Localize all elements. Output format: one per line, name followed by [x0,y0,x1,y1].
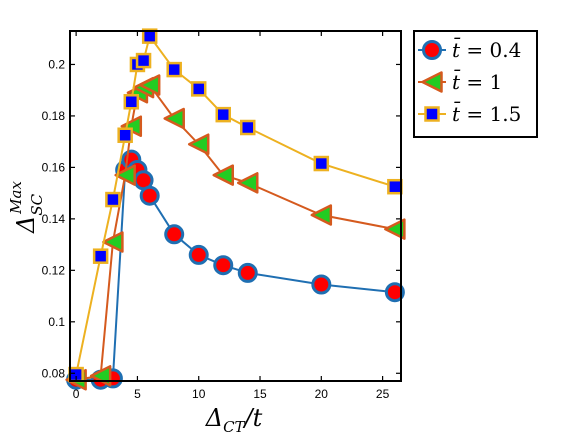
data-point [123,94,140,110]
data-point [117,127,133,143]
data-point [387,178,403,195]
y-tick-label: 0.12 [42,263,66,277]
data-point [141,28,158,44]
data-point [384,282,405,303]
x-tick-label: 20 [315,387,329,401]
data-point [313,155,330,172]
legend-item-2: t̄ = 1 [418,69,502,94]
y-tick-label: 0.1 [48,315,65,329]
series-1 [66,149,405,390]
series-3 [68,28,403,383]
x-tick-label: 5 [134,387,141,401]
y-tick-label: 0.08 [42,366,66,380]
data-point [213,255,234,276]
plot-frame [69,30,402,382]
legend-label: t̄ = 1 [452,69,502,94]
data-point [135,52,152,69]
data-point [212,164,234,186]
y-tick-label: 0.14 [42,212,66,226]
data-point [187,133,210,155]
data-point [102,231,124,253]
y-axis-label: ΔSCMax [7,181,46,234]
data-point [215,106,231,123]
x-tick-label: 10 [192,387,206,401]
data-point [237,262,258,283]
data-point [240,119,256,136]
data-point [237,172,259,194]
legend: t̄ = 0.4 t̄ = 1 t̄ = 1.5 [413,30,538,138]
series-line [76,157,395,381]
legend-marker [421,71,443,93]
legend-label: t̄ = 1.5 [452,101,521,126]
legend-label: t̄ = 0.4 [452,37,521,62]
legend-marker [424,106,440,122]
data-point [163,107,185,130]
data-point [114,164,136,186]
data-point [166,61,182,78]
legend-marker [422,40,442,60]
data-point [311,274,332,295]
x-axis-label: ΔCT/t [205,404,263,436]
data-point [190,81,207,97]
data-point [139,185,160,206]
series-2 [65,74,406,391]
axis-ticks: 0 5 10 15 20 25 0.08 0.1 0.12 0.14 0.16 0.18 0.2 [42,31,401,401]
legend-item-3: t̄ = 1.5 [418,101,521,126]
data-point [138,74,161,96]
y-tick-label: 0.16 [42,160,66,174]
y-tick-label: 0.2 [48,57,65,71]
series-layer [65,28,406,391]
data-point [164,224,185,245]
data-point [188,244,209,265]
data-point [105,191,121,208]
x-tick-label: 25 [376,387,390,401]
y-tick-label: 0.18 [42,109,66,123]
data-point [384,218,406,240]
data-point [310,204,333,226]
x-tick-label: 0 [73,387,80,401]
data-point [92,248,109,264]
x-tick-label: 15 [253,387,267,401]
legend-item-1: t̄ = 0.4 [418,37,521,62]
